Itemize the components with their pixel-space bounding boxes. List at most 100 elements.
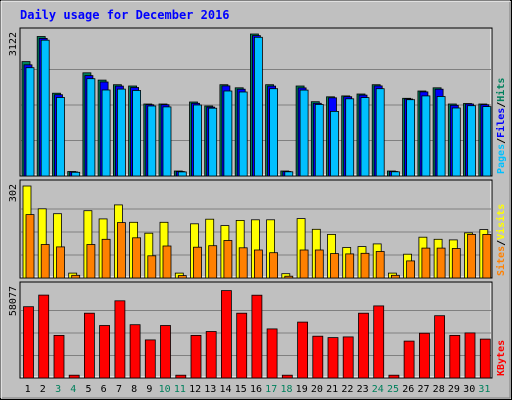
bar-pages-day-7 <box>117 88 126 177</box>
bar-sites-day-4 <box>71 274 81 279</box>
bar-sites-day-6 <box>101 238 111 279</box>
bar-kbytes-day-26 <box>403 340 415 379</box>
bar-sites-day-1 <box>25 214 35 279</box>
x-tick-label-day-4: 4 <box>70 384 76 395</box>
bar-pages-day-30 <box>467 105 476 177</box>
x-tick-label-day-21: 21 <box>326 384 338 395</box>
x-tick-label-day-25: 25 <box>387 384 399 395</box>
legend-kbytes: KBytes <box>496 340 507 376</box>
bar-sites-day-7 <box>117 222 126 279</box>
bar-pages-day-4 <box>71 171 81 177</box>
x-tick-label-day-6: 6 <box>101 384 107 395</box>
x-tick-label-day-18: 18 <box>280 384 292 395</box>
bar-sites-day-16 <box>253 249 263 279</box>
bar-pages-day-28 <box>436 96 446 177</box>
x-tick-label-day-29: 29 <box>448 384 460 395</box>
max-labels: 3122 302 58077 <box>8 32 19 316</box>
bar-sites-day-28 <box>436 247 446 279</box>
bar-sites-day-24 <box>375 251 385 279</box>
bar-kbytes-day-31 <box>479 338 491 379</box>
legend-entry: Visits <box>495 204 507 240</box>
bars <box>21 33 492 379</box>
x-tick-label-day-17: 17 <box>265 384 277 395</box>
x-tick-label-day-31: 31 <box>478 384 490 395</box>
x-tick-label-day-12: 12 <box>189 384 201 395</box>
x-tick-label-day-23: 23 <box>357 384 369 395</box>
x-tick-label-day-10: 10 <box>159 384 171 395</box>
bar-kbytes-day-27 <box>418 332 430 379</box>
bar-sites-day-10 <box>162 245 172 279</box>
bar-pages-day-6 <box>101 89 111 177</box>
bar-sites-day-14 <box>223 240 233 279</box>
bar-pages-day-2 <box>40 39 50 177</box>
bar-sites-day-11 <box>177 275 187 279</box>
bar-kbytes-day-7 <box>114 300 126 379</box>
bar-sites-day-19 <box>299 249 309 279</box>
bar-pages-day-8 <box>132 90 142 177</box>
x-tick-label-day-3: 3 <box>55 384 61 395</box>
bar-pages-day-15 <box>238 91 248 177</box>
bar-sites-day-5 <box>86 244 96 279</box>
bar-pages-day-19 <box>299 89 309 177</box>
legends: Pages/Files/Hits Sites/Visits KBytes <box>495 78 507 376</box>
x-tick-label-day-11: 11 <box>174 384 186 395</box>
bar-kbytes-day-10 <box>160 325 171 379</box>
bar-kbytes-day-28 <box>434 315 446 379</box>
bar-sites-day-26 <box>406 260 416 279</box>
bar-sites-day-18 <box>284 275 294 279</box>
bar-kbytes-day-5 <box>84 312 95 379</box>
bar-kbytes-day-21 <box>327 337 339 379</box>
bar-pages-day-18 <box>284 171 294 177</box>
x-tick-label-day-27: 27 <box>417 384 429 395</box>
bar-kbytes-day-16 <box>251 294 263 379</box>
bar-pages-day-23 <box>360 97 370 177</box>
bar-kbytes-day-22 <box>342 336 354 379</box>
bar-pages-day-16 <box>253 36 263 177</box>
max-label-visits-sites: 302 <box>8 184 19 202</box>
bar-sites-day-25 <box>390 274 400 279</box>
bar-pages-day-25 <box>390 171 400 177</box>
bar-pages-day-5 <box>86 78 96 177</box>
x-tick-labels: 1 2 3 4 5 6 7 8 9 10 11 12 13 14 15 16 17 18 19 20 21 22 23 24 2… <box>25 384 491 395</box>
bar-kbytes-day-1 <box>23 306 34 379</box>
chart-title: Daily usage for December 2016 <box>20 8 230 22</box>
bar-kbytes-day-13 <box>205 331 217 379</box>
bar-pages-day-9 <box>147 105 157 177</box>
bar-kbytes-day-23 <box>358 312 369 379</box>
x-tick-label-day-8: 8 <box>131 384 137 395</box>
bar-sites-day-20 <box>314 249 324 279</box>
bar-kbytes-day-15 <box>236 312 248 379</box>
legend-visits-sites: Sites/Visits <box>495 204 507 276</box>
legend-entry: Sites <box>495 246 507 276</box>
bar-sites-day-9 <box>147 255 157 279</box>
x-tick-label-day-26: 26 <box>402 384 414 395</box>
legend-hits-files-pages: Pages/Files/Hits <box>495 78 507 174</box>
max-label-hits-files-pages: 3122 <box>8 32 19 56</box>
bar-sites-day-15 <box>238 247 248 279</box>
x-tick-label-day-16: 16 <box>250 384 262 395</box>
x-tick-label-day-5: 5 <box>85 384 91 395</box>
bar-pages-day-31 <box>482 106 492 177</box>
bar-sites-day-27 <box>421 247 431 279</box>
x-tick-label-day-7: 7 <box>116 384 122 395</box>
bar-pages-day-1 <box>25 67 35 177</box>
bar-kbytes-day-29 <box>449 334 461 379</box>
bar-pages-day-21 <box>330 111 339 177</box>
bar-kbytes-day-20 <box>312 335 324 379</box>
bar-pages-day-14 <box>223 90 233 177</box>
bar-sites-day-17 <box>269 252 279 279</box>
legend-entry: / <box>496 240 507 246</box>
x-tick-label-day-19: 19 <box>296 384 308 395</box>
x-tick-label-day-9: 9 <box>146 384 152 395</box>
x-tick-label-day-2: 2 <box>40 384 46 395</box>
bar-kbytes-day-8 <box>129 324 141 379</box>
legend-entry: Hits <box>495 78 507 102</box>
max-label-kbytes: 58077 <box>8 286 19 316</box>
legend-entry: KBytes <box>496 340 507 376</box>
bar-sites-day-31 <box>482 233 492 279</box>
x-tick-label-day-14: 14 <box>219 384 231 395</box>
bar-sites-day-22 <box>345 253 355 279</box>
bar-pages-day-22 <box>345 98 355 177</box>
bar-kbytes-day-11 <box>175 374 187 379</box>
